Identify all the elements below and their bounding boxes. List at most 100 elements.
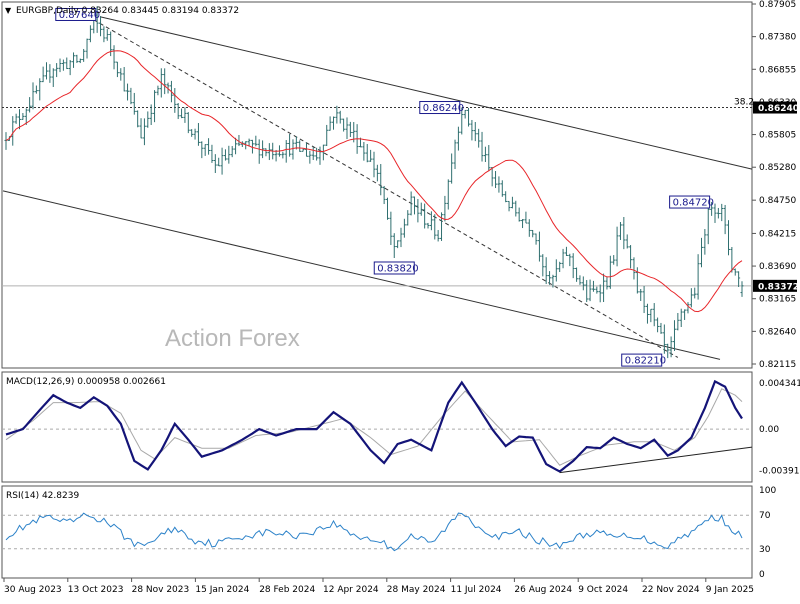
price-bar: [284, 140, 288, 163]
price-bar: [379, 164, 383, 196]
rsi-tick-label: 70: [759, 511, 771, 521]
price-bar: [102, 26, 106, 43]
price-bar: [548, 271, 552, 285]
rsi-line: [5, 512, 743, 552]
price-bar: [521, 219, 525, 229]
price-panel-frame: [1, 1, 753, 369]
price-bar: [726, 220, 730, 256]
price-bar: [581, 276, 585, 291]
price-bar: [416, 198, 420, 223]
price-bar: [733, 268, 737, 276]
price-bar: [612, 255, 616, 265]
price-tick-label: 0.86855: [759, 65, 796, 75]
price-bar: [456, 126, 460, 151]
price-bar: [409, 191, 413, 216]
price-bar: [703, 229, 707, 255]
price-bar: [129, 87, 133, 105]
price-bar: [217, 157, 221, 167]
price-bar: [585, 280, 589, 303]
price-bar: [693, 287, 697, 299]
price-bar: [163, 68, 167, 95]
annotation-label: 0.84720: [673, 198, 714, 209]
price-bar: [696, 254, 700, 300]
price-bar: [186, 112, 190, 134]
dashed-trend-line: [93, 19, 679, 358]
price-bar: [399, 227, 403, 248]
price-bar: [193, 128, 197, 140]
price-bar: [375, 164, 379, 182]
price-bar: [396, 240, 400, 249]
price-bar: [207, 138, 211, 155]
price-bar: [153, 90, 157, 123]
price-bar: [48, 64, 52, 83]
x-tick-label: 11 Jul 2024: [451, 585, 502, 595]
annotation-box: [621, 353, 663, 367]
price-bar: [338, 110, 342, 124]
price-bar: [598, 284, 602, 303]
x-tick-label: 28 May 2024: [387, 585, 446, 595]
price-bar: [453, 139, 457, 170]
price-bar: [65, 57, 69, 70]
price-bar: [568, 253, 572, 267]
price-bar: [311, 146, 315, 161]
price-bar: [558, 261, 562, 273]
price-bar: [190, 129, 194, 137]
price-bar: [480, 131, 484, 162]
price-bar: [656, 317, 660, 333]
price-bar: [325, 124, 329, 147]
price-annotation: 0.87640: [55, 7, 100, 21]
price-tick-label: 0.87905: [759, 0, 796, 10]
price-bar: [176, 103, 180, 120]
price-bar: [331, 116, 335, 130]
fib-value-badge: [753, 101, 797, 114]
price-bar: [21, 112, 25, 120]
price-bar: [652, 303, 656, 327]
dropdown-arrow-icon[interactable]: ▼: [5, 6, 12, 15]
price-bar: [267, 143, 271, 161]
rsi-tick-label: 0: [759, 570, 765, 580]
price-bar: [510, 196, 514, 209]
price-bar: [537, 231, 541, 262]
price-bar: [632, 257, 636, 280]
price-bar: [500, 180, 504, 197]
x-tick-label: 30 Aug 2023: [4, 585, 62, 595]
annotation-box: [669, 195, 711, 209]
watermark: Action Forex: [165, 325, 300, 352]
price-bar: [642, 285, 646, 314]
price-bar: [58, 58, 62, 73]
annotation-label: 0.82210: [625, 356, 666, 367]
macd-tick-label: 0.004341: [759, 379, 800, 389]
price-bar: [551, 274, 555, 288]
price-bar: [531, 229, 535, 238]
price-bar: [689, 288, 693, 308]
price-bar: [264, 148, 268, 157]
fib-382-label: 38.2: [734, 98, 754, 108]
x-tick-label: 15 Jan 2024: [195, 585, 249, 595]
price-bar: [406, 210, 410, 226]
price-bar: [524, 211, 528, 224]
price-bar: [237, 134, 241, 147]
price-bar: [61, 59, 65, 71]
price-bar: [247, 138, 251, 147]
price-bar: [615, 226, 619, 267]
price-bar: [294, 136, 298, 150]
price-bar: [473, 122, 477, 142]
price-bar: [369, 149, 373, 162]
price-bar: [132, 92, 136, 115]
price-bar: [450, 153, 454, 184]
price-bar: [629, 245, 633, 269]
price-bar: [288, 134, 292, 157]
annotation-label: 0.86240: [423, 103, 464, 114]
price-bar: [625, 234, 629, 249]
price-bar: [298, 140, 302, 152]
price-bar: [18, 109, 22, 130]
price-bar: [649, 308, 653, 323]
price-bar: [200, 141, 204, 159]
price-bar: [99, 16, 103, 37]
price-bar: [180, 108, 184, 119]
price-title: EURGBP,Daily 0.83264 0.83445 0.83194 0.8…: [16, 6, 239, 16]
price-bar: [672, 320, 676, 351]
price-bar: [544, 257, 548, 285]
price-bar: [487, 145, 491, 172]
price-tick-label: 0.85805: [759, 131, 796, 141]
